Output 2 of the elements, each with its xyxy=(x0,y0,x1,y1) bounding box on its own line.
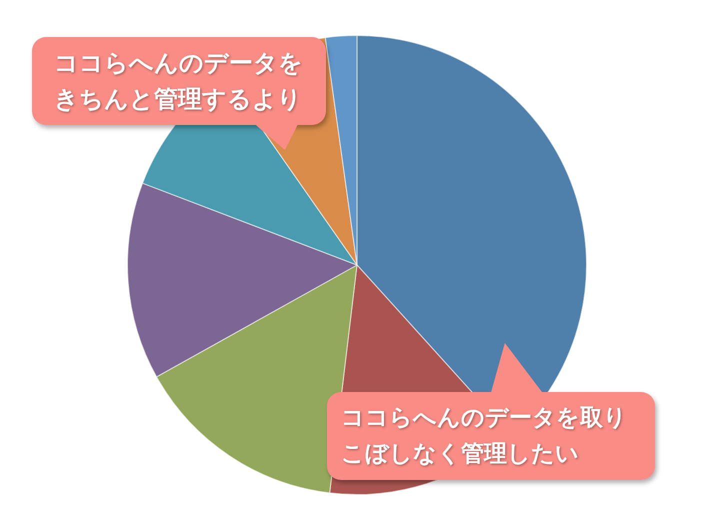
text: ココらへんのデータを取りこぼしなく管理したい xyxy=(327,392,655,480)
text: ココらへんのデータをきちんと管理するより xyxy=(32,37,326,125)
